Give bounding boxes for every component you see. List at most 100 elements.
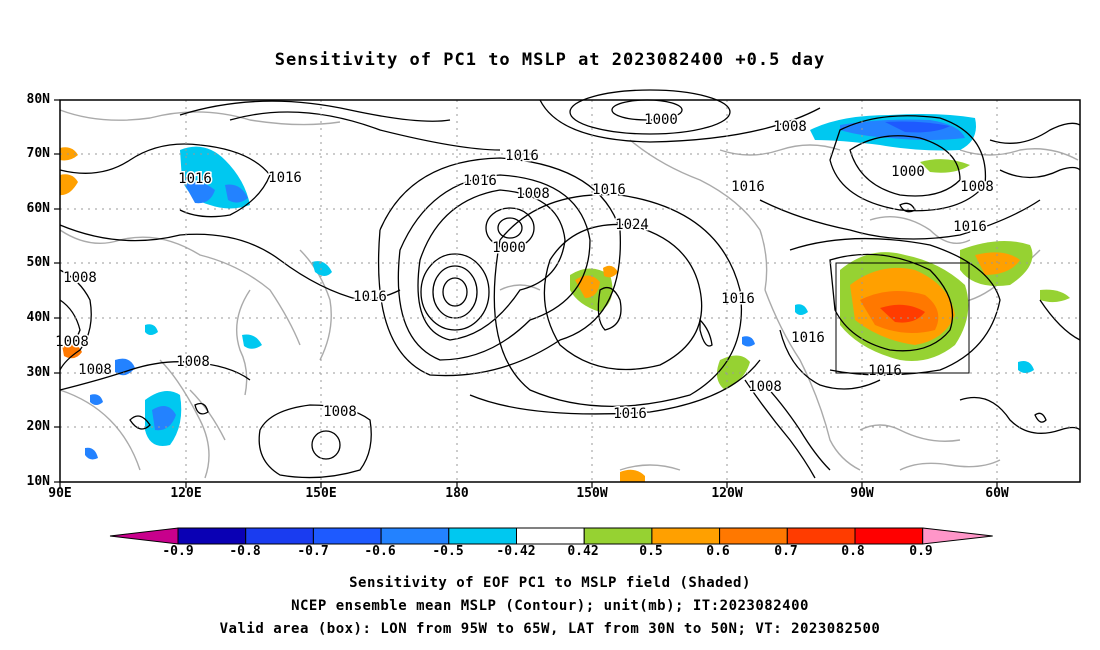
contour-label: 1000 <box>891 164 925 180</box>
contour-label: 1016 <box>953 219 987 235</box>
colorbar-label: -0.8 <box>229 544 261 559</box>
positive-anomaly <box>1040 289 1070 303</box>
lat-label: 60N <box>26 201 50 216</box>
lon-label: 150W <box>576 486 608 501</box>
contour-label: 1008 <box>960 179 994 195</box>
lat-label: 20N <box>26 419 50 434</box>
colorbar-label: -0.9 <box>162 544 194 559</box>
colorbar-swatch <box>312 527 382 545</box>
colorbar-swatch <box>245 527 314 545</box>
positive-anomaly <box>60 174 78 196</box>
contour-label: 1000 <box>492 240 526 256</box>
colorbar-swatch <box>380 527 450 545</box>
colorbar-label: 0.7 <box>774 544 798 559</box>
contour-label: 1008 <box>63 270 97 286</box>
contour-label: 1008 <box>773 119 807 135</box>
contour-label: 1008 <box>55 334 89 350</box>
negative-anomaly <box>85 447 98 460</box>
colorbar-swatch <box>177 527 247 545</box>
contour-label: 1008 <box>516 186 550 202</box>
colorbar-swatch <box>854 527 924 545</box>
lat-label: 10N <box>26 474 50 489</box>
lat-label: 80N <box>26 92 50 107</box>
positive-anomaly <box>620 469 645 482</box>
contour-label: 1016 <box>731 179 765 195</box>
contour-label: 1016 <box>353 289 387 305</box>
lat-label: 70N <box>26 146 50 161</box>
caption-line-2: NCEP ensemble mean MSLP (Contour); unit(… <box>291 598 809 614</box>
colorbar-label: 0.8 <box>841 544 865 559</box>
colorbar-label: 0.9 <box>909 544 933 559</box>
contour-label: 1000 <box>644 112 678 128</box>
colorbar-label: -0.6 <box>364 544 396 559</box>
lat-label: 50N <box>26 255 50 270</box>
colorbar-label: 0.42 <box>567 544 599 559</box>
colorbar-swatch <box>448 527 517 545</box>
axis-ticks <box>54 99 998 488</box>
negative-anomaly <box>242 334 262 349</box>
lon-label: 150E <box>305 486 337 501</box>
negative-anomaly <box>152 406 176 431</box>
colorbar-label: -0.5 <box>432 544 464 559</box>
contour-labels: 1000 1008 1016 1016 1016 1016 1008 1016 1016 1000… <box>54 111 996 424</box>
colorbar-high-triangle <box>922 527 993 545</box>
positive-anomaly <box>920 159 970 173</box>
lat-label: 30N <box>26 365 50 380</box>
positive-anomaly <box>603 265 618 278</box>
colorbar-label: 0.6 <box>706 544 730 559</box>
contour-label: 1016 <box>268 170 302 186</box>
negative-anomaly <box>115 358 135 376</box>
graticule <box>60 100 1080 482</box>
caption-line-3: Valid area (box): LON from 95W to 65W, L… <box>219 621 881 637</box>
contour-label: 1016 <box>505 148 539 164</box>
negative-anomaly <box>885 121 950 133</box>
colorbar <box>109 527 993 545</box>
contour-label: 1016 <box>721 291 755 307</box>
negative-anomaly <box>225 184 248 203</box>
contour-label: 1016 <box>791 330 825 346</box>
contour-label: 1016 <box>868 363 902 379</box>
lon-label: 90E <box>48 486 72 501</box>
contour-label: 1008 <box>176 354 210 370</box>
lon-label: 60W <box>985 486 1009 501</box>
caption-line-1: Sensitivity of EOF PC1 to MSLP field (Sh… <box>349 575 751 591</box>
map-frame <box>59 99 1081 483</box>
colorbar-swatch <box>786 527 856 545</box>
colorbar-label: 0.5 <box>639 544 663 559</box>
negative-anomaly <box>90 394 103 405</box>
contour-label: 1008 <box>748 379 782 395</box>
negative-anomaly <box>1018 361 1034 373</box>
positive-anomaly <box>62 343 82 359</box>
valid-area-box <box>835 262 970 374</box>
contour-label: 1008 <box>323 404 357 420</box>
colorbar-label: -0.7 <box>297 544 329 559</box>
colorbar-swatch <box>719 527 788 545</box>
lon-label: 90W <box>850 486 874 501</box>
sensitivity-shading <box>60 114 1070 482</box>
lon-label: 180 <box>445 486 469 501</box>
negative-anomaly <box>145 324 158 335</box>
contour-label: 1024 <box>615 217 649 233</box>
lon-label: 120E <box>170 486 202 501</box>
colorbar-label: -0.42 <box>496 544 536 559</box>
contour-label: 1016 <box>178 171 212 187</box>
lat-label: 40N <box>26 310 50 325</box>
contour-label: 1016 <box>592 182 626 198</box>
contour-label: 1016 <box>463 173 497 189</box>
contour-label: 1016 <box>613 406 647 422</box>
positive-anomaly <box>975 252 1020 275</box>
positive-anomaly <box>880 304 925 323</box>
colorbar-swatch <box>651 527 721 545</box>
mslp-contours <box>59 89 1081 479</box>
negative-anomaly <box>742 336 755 347</box>
lon-label: 120W <box>711 486 743 501</box>
colorbar-swatch <box>516 527 585 545</box>
colorbar-low-triangle <box>109 527 179 545</box>
map-title: Sensitivity of PC1 to MSLP at 2023082400… <box>274 50 826 70</box>
colorbar-swatch <box>583 527 653 545</box>
negative-anomaly <box>185 182 215 204</box>
negative-anomaly <box>312 261 332 276</box>
contour-label: 1008 <box>78 362 112 378</box>
negative-anomaly <box>795 304 808 315</box>
